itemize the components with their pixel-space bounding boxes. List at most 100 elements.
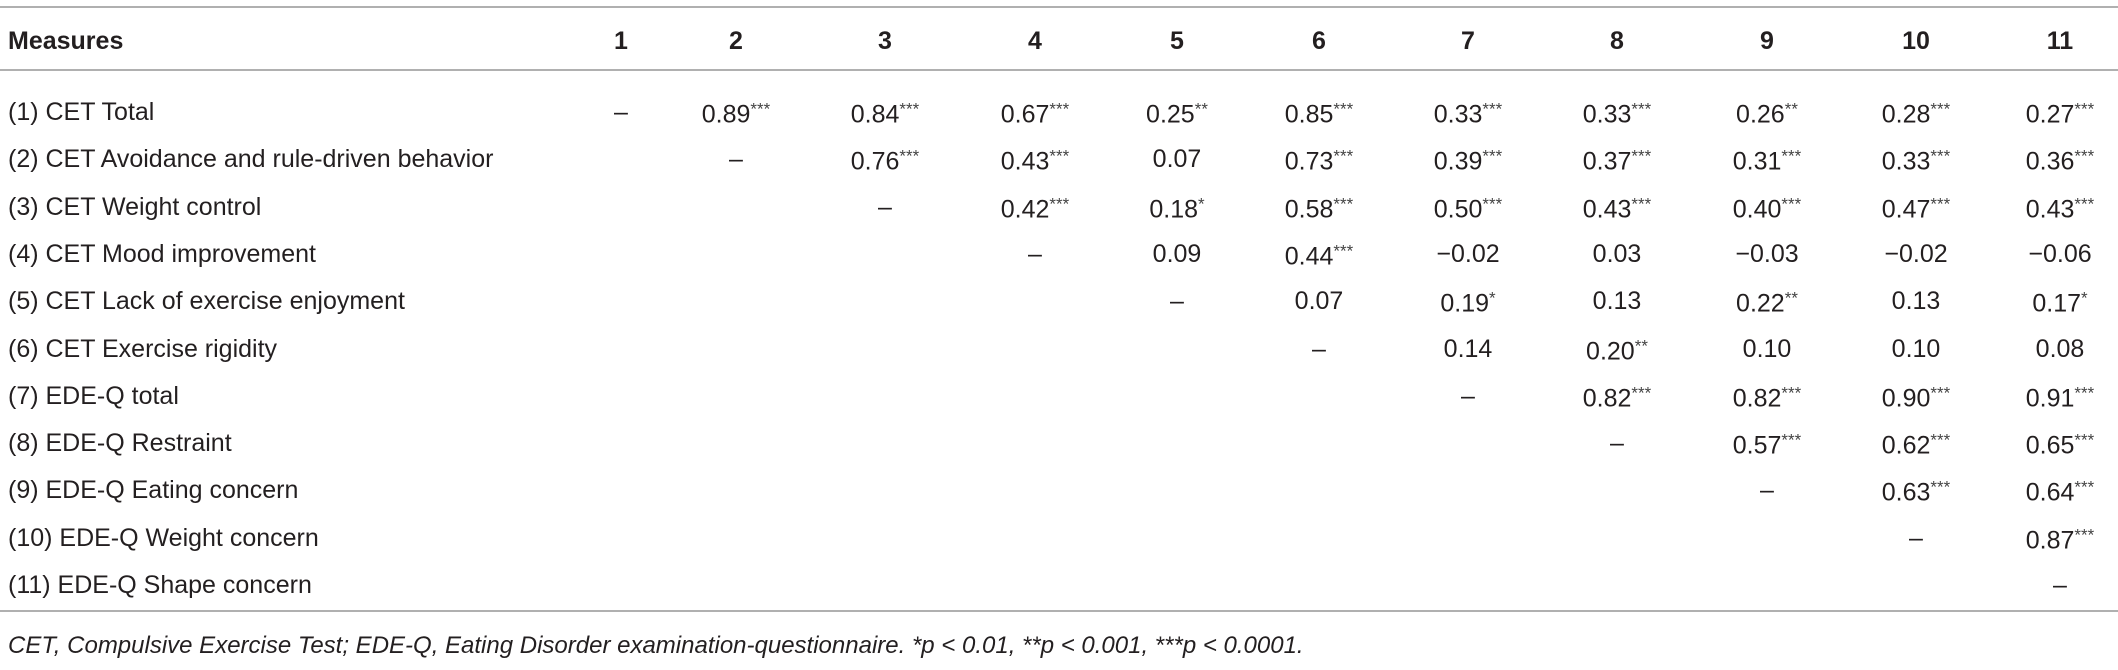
cell: – [1909, 523, 1923, 553]
row-label: (3) CET Weight control [8, 192, 262, 221]
cell-value: 0.82 [1582, 384, 1632, 413]
cell-value: 0.43 [1582, 195, 1632, 224]
significance: *** [1049, 146, 1070, 166]
cell-value: – [1028, 239, 1042, 268]
cell: – [614, 97, 628, 127]
cell: −0.02 [1436, 239, 1499, 269]
cell: 0.22** [1736, 284, 1798, 319]
cell: 0.31*** [1733, 142, 1802, 177]
cell: 0.91*** [2026, 378, 2095, 413]
cell: – [729, 144, 743, 174]
cell: 0.10 [1892, 334, 1941, 364]
significance: * [1198, 194, 1205, 214]
cell: 0.62*** [1882, 426, 1951, 461]
cell-value: – [1760, 476, 1774, 505]
cell: 0.65*** [2026, 426, 2095, 461]
cell-value: 0.25 [1146, 100, 1195, 129]
cell: – [1610, 428, 1624, 458]
cell: – [1170, 286, 1184, 316]
cell: 0.57*** [1733, 426, 1802, 461]
column-header: 11 [2046, 27, 2074, 55]
cell-value: 0.18 [1149, 195, 1199, 224]
significance: ** [1634, 336, 1648, 355]
cell-value: 0.42 [1000, 195, 1050, 224]
column-header: 1 [614, 27, 628, 55]
row-label: (8) EDE-Q Restraint [8, 429, 232, 458]
cell: 0.90*** [1882, 378, 1951, 413]
significance: *** [2074, 477, 2095, 497]
column-header: 4 [1028, 27, 1042, 55]
cell: 0.64*** [2026, 473, 2095, 508]
significance: *** [899, 146, 920, 166]
column-header: 8 [1610, 27, 1624, 55]
cell: 0.07 [1153, 144, 1202, 174]
significance: *** [1781, 194, 1802, 214]
significance: *** [1049, 194, 1070, 214]
cell: 0.76*** [851, 142, 920, 177]
significance: *** [1781, 146, 1802, 166]
cell: 0.08 [2036, 334, 2085, 364]
column-header: 3 [878, 27, 892, 55]
cell: 0.37*** [1583, 142, 1652, 177]
cell-value: 0.31 [1732, 147, 1782, 176]
significance: *** [1333, 99, 1354, 119]
cell: 0.33*** [1583, 95, 1652, 130]
cell: – [1461, 381, 1475, 411]
cell-value: 0.08 [2035, 334, 2085, 363]
cell-value: 0.91 [2025, 384, 2075, 413]
cell: – [1760, 475, 1774, 505]
cell-value: 0.76 [850, 147, 900, 176]
cell-value: 0.33 [1881, 147, 1931, 176]
cell: 0.43*** [1001, 142, 1070, 177]
cell-value: 0.36 [2025, 147, 2075, 176]
footnote: CET, Compulsive Exercise Test; EDE-Q, Ea… [8, 632, 1304, 659]
cell-value: 0.10 [1742, 334, 1792, 363]
cell-value: 0.90 [1881, 384, 1931, 413]
cell: 0.47*** [1882, 189, 1951, 224]
cell-value: 0.57 [1732, 431, 1782, 460]
significance: *** [1631, 146, 1652, 166]
cell: 0.27*** [2026, 95, 2095, 130]
cell: 0.14 [1444, 334, 1493, 364]
column-header: 2 [729, 27, 743, 55]
cell: 0.13 [1892, 286, 1941, 316]
significance: *** [1930, 383, 1951, 403]
cell-value: 0.17 [2032, 289, 2082, 318]
cell-value: 0.47 [1881, 195, 1931, 224]
cell: 0.28*** [1882, 95, 1951, 130]
cell-value: 0.19 [1440, 289, 1490, 318]
column-header: 7 [1461, 27, 1475, 55]
header-rule [0, 69, 2118, 71]
cell-value: 0.14 [1443, 334, 1493, 363]
significance: * [1489, 288, 1496, 308]
cell-value: −0.02 [1884, 239, 1948, 268]
cell-value: 0.22 [1736, 289, 1785, 318]
significance: *** [2074, 525, 2095, 545]
significance: ** [1194, 99, 1208, 119]
row-label: (7) EDE-Q total [8, 381, 179, 410]
significance: *** [1333, 194, 1354, 214]
cell: 0.19* [1440, 284, 1495, 319]
significance: *** [1482, 146, 1503, 166]
cell-value: – [1909, 523, 1923, 552]
significance: *** [1333, 146, 1354, 166]
cell: 0.43*** [2026, 189, 2095, 224]
cell: – [2053, 570, 2067, 600]
significance: *** [1930, 477, 1951, 497]
cell-value: 0.43 [2025, 195, 2075, 224]
cell: −0.06 [2028, 239, 2091, 269]
cell: 0.82*** [1733, 378, 1802, 413]
significance: *** [1930, 146, 1951, 166]
cell-value: 0.28 [1881, 100, 1931, 129]
cell-value: 0.58 [1284, 195, 1334, 224]
cell-value: −0.06 [2028, 239, 2092, 268]
cell: 0.58*** [1285, 189, 1354, 224]
significance: ** [1784, 99, 1798, 119]
significance: *** [1631, 99, 1652, 119]
significance: *** [2074, 99, 2095, 119]
row-label: (11) EDE-Q Shape concern [8, 571, 312, 599]
cell: 0.82*** [1583, 378, 1652, 413]
cell-value: 0.20 [1586, 337, 1635, 365]
significance: *** [1781, 383, 1802, 403]
significance: *** [1049, 99, 1070, 119]
